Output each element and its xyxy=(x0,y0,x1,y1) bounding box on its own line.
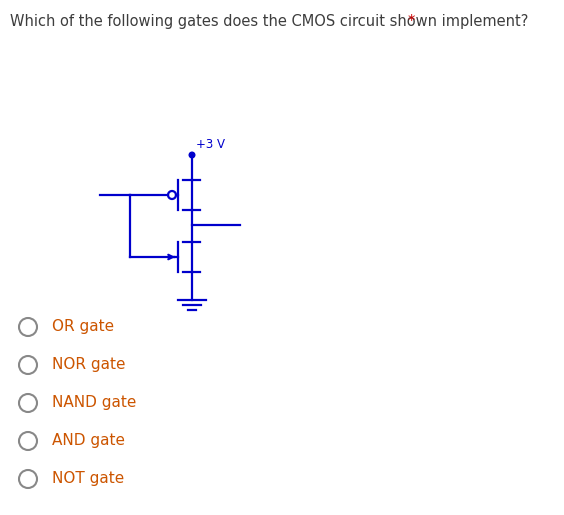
Text: *: * xyxy=(408,14,415,29)
Text: Which of the following gates does the CMOS circuit shown implement?: Which of the following gates does the CM… xyxy=(10,14,533,29)
Text: NOR gate: NOR gate xyxy=(52,357,126,372)
Text: AND gate: AND gate xyxy=(52,434,125,449)
Text: OR gate: OR gate xyxy=(52,319,114,335)
Text: NOT gate: NOT gate xyxy=(52,472,124,487)
Text: NAND gate: NAND gate xyxy=(52,396,136,410)
Circle shape xyxy=(189,152,195,158)
Text: +3 V: +3 V xyxy=(196,138,225,151)
